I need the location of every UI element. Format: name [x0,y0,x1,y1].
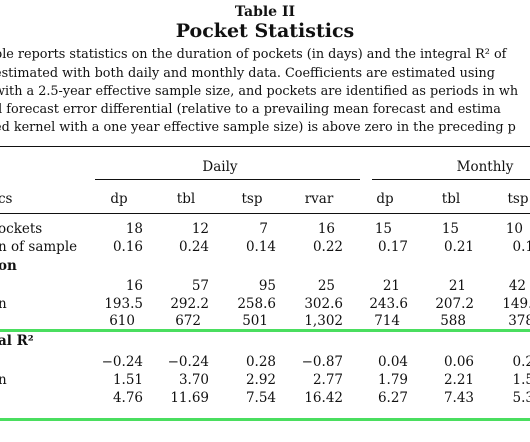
col-header: tsp [507,191,529,207]
table-cell: 2.92 [245,372,276,388]
table-cell: 1.5 [512,372,530,388]
row-label: n of sample [0,239,78,255]
table-label: Table II [234,4,296,20]
row-label: n [0,296,7,312]
table-cell: 302.6 [304,296,343,312]
table-cell: 0.1 [512,239,530,255]
section-header: al R² [0,333,34,349]
table-cell: 7.54 [245,390,276,406]
table-cell: 0.06 [443,354,474,370]
col-header: dp [376,191,394,207]
table-cell: 1.79 [377,372,408,388]
table-cell: 16 [125,278,143,294]
table-cell: 0.17 [377,239,408,255]
col-header: tsp [241,191,263,207]
table-cell: 0.21 [443,239,474,255]
table-cell: 0.14 [245,239,276,255]
table-cell: 6.27 [377,390,408,406]
table-cell: 501 [242,313,268,329]
table-cell: 588 [440,313,466,329]
table-cell: 3.70 [178,372,209,388]
table-cell: 714 [374,313,400,329]
table-cell: 12 [191,221,209,237]
group-header-daily: Daily [202,159,238,175]
table-cell: 2.21 [443,372,474,388]
table-cell: 243.6 [369,296,408,312]
table-cell: 57 [191,278,209,294]
caption-line: ble reports statistics on the duration o… [0,47,507,62]
table-cell: 610 [109,313,135,329]
table-cell: −0.24 [167,354,209,370]
table-cell: 258.6 [237,296,276,312]
table-cell: 0.24 [178,239,209,255]
table-cell: 672 [175,313,201,329]
table-cell: 5.3 [512,390,530,406]
table-cell: 18 [125,221,143,237]
table-cell: 7 [259,221,268,237]
table-cell: 11.69 [170,390,209,406]
table-cell: 15 [441,221,459,237]
header-rule [0,213,530,214]
daily-underline [95,179,360,180]
table-cell: 0.16 [112,239,143,255]
col-header: tbl [176,191,196,207]
table-cell: 42 [508,278,526,294]
table-cell: 25 [317,278,335,294]
table-cell: 0.04 [377,354,408,370]
table-cell: −0.87 [301,354,343,370]
table-cell: 207.2 [435,296,474,312]
table-cell: 378 [508,313,530,329]
monthly-underline [372,179,530,180]
row-label: n [0,372,7,388]
table-cell: 0.22 [312,239,343,255]
group-header-monthly: Monthly [456,159,514,175]
table-cell: 193.5 [104,296,143,312]
highlight-rule [0,329,530,332]
table-cell: 21 [382,278,400,294]
row-label: ockets [0,221,43,237]
col-header: dp [110,191,128,207]
caption-line: estimated with both daily and monthly da… [0,66,495,81]
caption-line: ed kernel with a one year effective samp… [0,120,516,135]
table-cell: 10 [505,221,523,237]
table-cell: 21 [448,278,466,294]
table-cell: 292.2 [170,296,209,312]
table-cell: −0.24 [101,354,143,370]
caption-line: d forecast error differential (relative … [0,102,501,117]
table-cell: 0.28 [245,354,276,370]
table-cell: 7.43 [443,390,474,406]
highlight-rule [0,418,530,421]
table-cell: 1,302 [304,313,343,329]
table-cell: 0.2 [512,354,530,370]
col-header: tbl [441,191,461,207]
table-cell: 15 [374,221,392,237]
table-top-rule [0,146,530,147]
stub-header: cs [0,191,13,207]
table-cell: 95 [258,278,276,294]
col-header: rvar [304,191,334,207]
table-cell: 2.77 [312,372,343,388]
table-title: Pocket Statistics [175,20,355,42]
table-cell: 16.42 [304,390,343,406]
table-cell: 4.76 [112,390,143,406]
table-cell: 149.1 [502,296,530,312]
section-header: on [0,258,17,274]
table-cell: 16 [317,221,335,237]
caption-line: with a 2.5-year effective sample size, a… [0,84,519,99]
table-cell: 1.51 [112,372,143,388]
